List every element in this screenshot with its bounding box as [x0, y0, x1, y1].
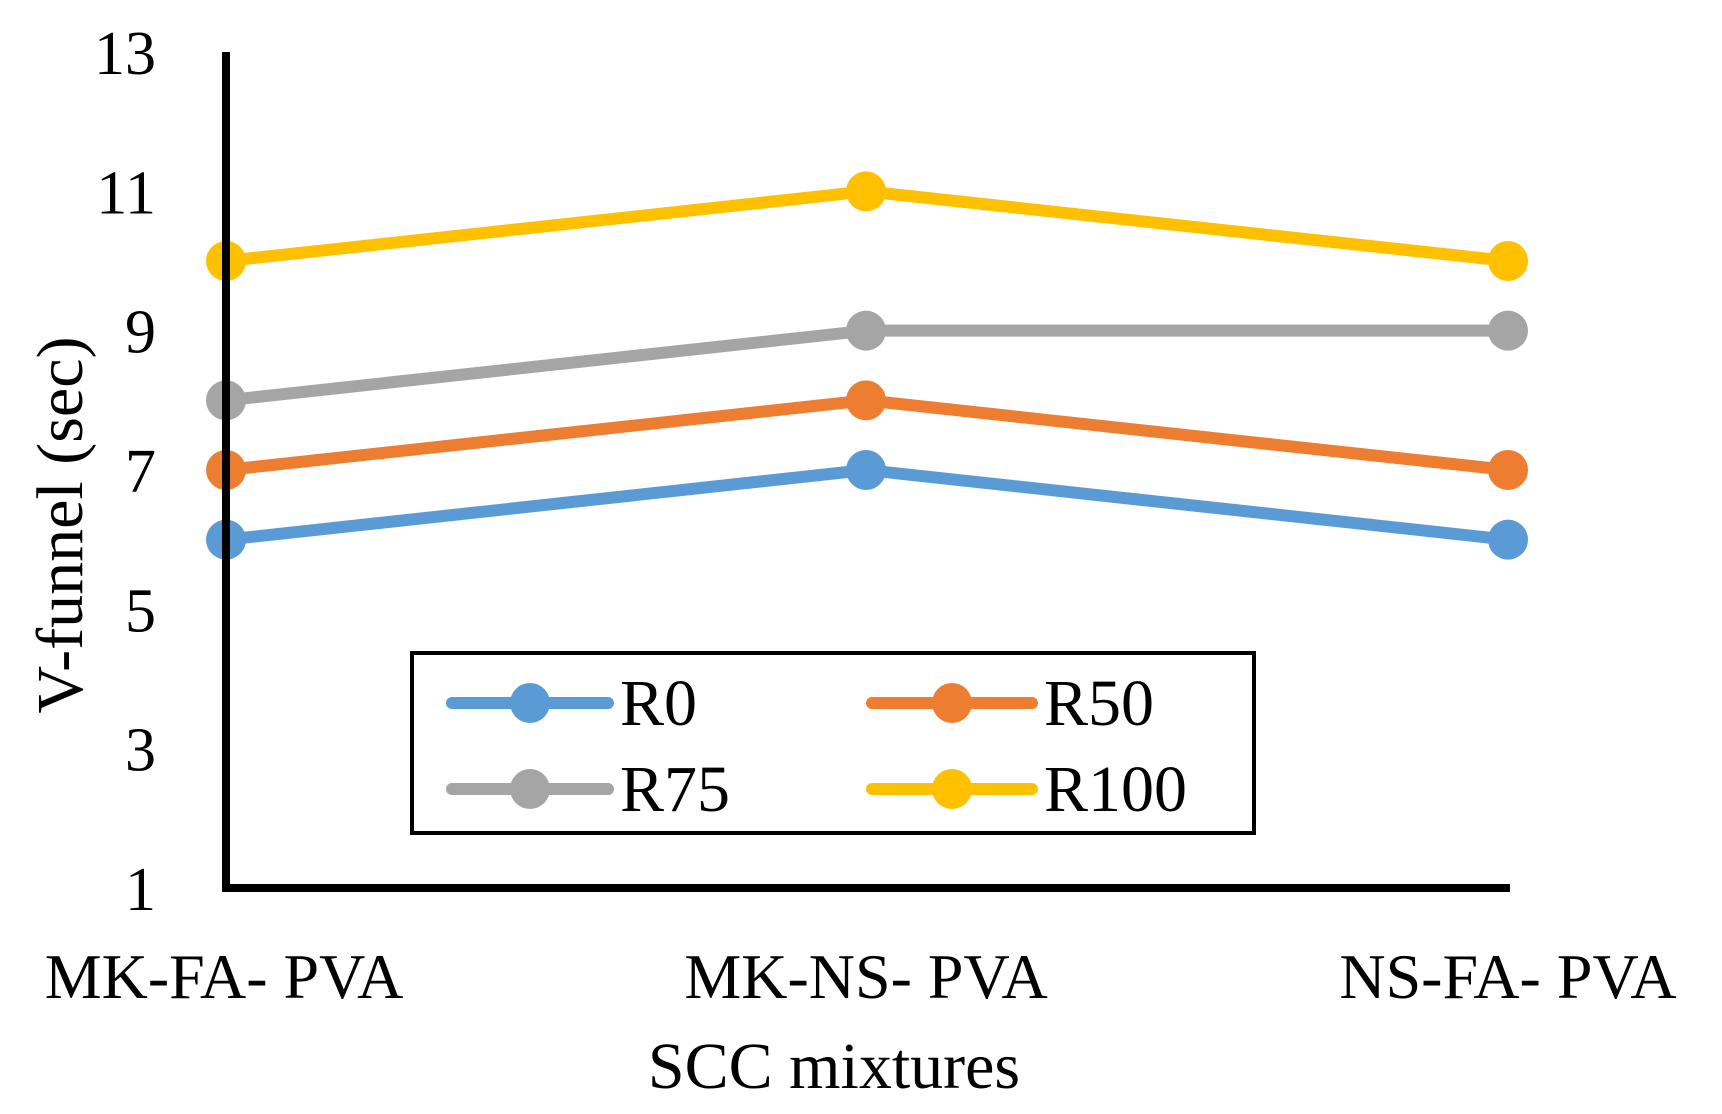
legend-marker	[932, 769, 972, 809]
x-tick-label: MK-NS- PVA	[684, 941, 1047, 1012]
legend-label: R100	[1044, 753, 1187, 826]
x-tick-label: NS-FA- PVA	[1339, 941, 1676, 1012]
y-tick-label: 7	[125, 438, 156, 506]
legend-marker	[510, 769, 550, 809]
y-tick-label: 9	[125, 299, 156, 367]
y-tick-label: 11	[96, 159, 156, 227]
series-r50	[206, 380, 1528, 490]
y-tick-label: 5	[125, 577, 156, 645]
y-tick-label: 3	[125, 717, 156, 785]
x-axis-label: SCC mixtures	[648, 1030, 1020, 1103]
data-point	[1488, 450, 1528, 490]
legend-label: R0	[620, 667, 697, 740]
legend-label: R75	[620, 753, 730, 826]
series-r100	[206, 171, 1528, 281]
legend: R0 R50 R75 R100	[410, 651, 1256, 835]
series-r75	[206, 310, 1528, 421]
x-tick-labels: MK-FA- PVA MK-NS- PVA NS-FA- PVA	[45, 941, 1677, 1012]
data-point	[846, 310, 886, 351]
data-point	[1488, 310, 1528, 351]
series-r0	[206, 450, 1528, 560]
legend-entry: R75	[446, 753, 730, 826]
data-point	[1488, 519, 1528, 560]
data-point	[846, 380, 886, 421]
legend-box	[410, 651, 1256, 835]
legend-entry: R0	[446, 667, 697, 740]
legend-entry: R50	[866, 667, 1154, 740]
y-tick-label: 13	[94, 20, 156, 88]
legend-marker	[932, 683, 972, 723]
data-point	[846, 171, 886, 212]
data-point	[846, 450, 886, 490]
legend-entry: R100	[866, 753, 1187, 826]
legend-marker	[510, 683, 550, 723]
legend-items: R0 R50 R75 R100	[446, 667, 1187, 826]
y-axis-label: V-funnel (sec)	[24, 337, 97, 714]
series-layer	[206, 171, 1528, 560]
axes-layer	[222, 52, 1510, 892]
data-point	[1488, 241, 1528, 281]
x-tick-label: MK-FA- PVA	[45, 941, 404, 1012]
y-tick-label: 1	[125, 856, 156, 924]
legend-label: R50	[1044, 667, 1154, 740]
